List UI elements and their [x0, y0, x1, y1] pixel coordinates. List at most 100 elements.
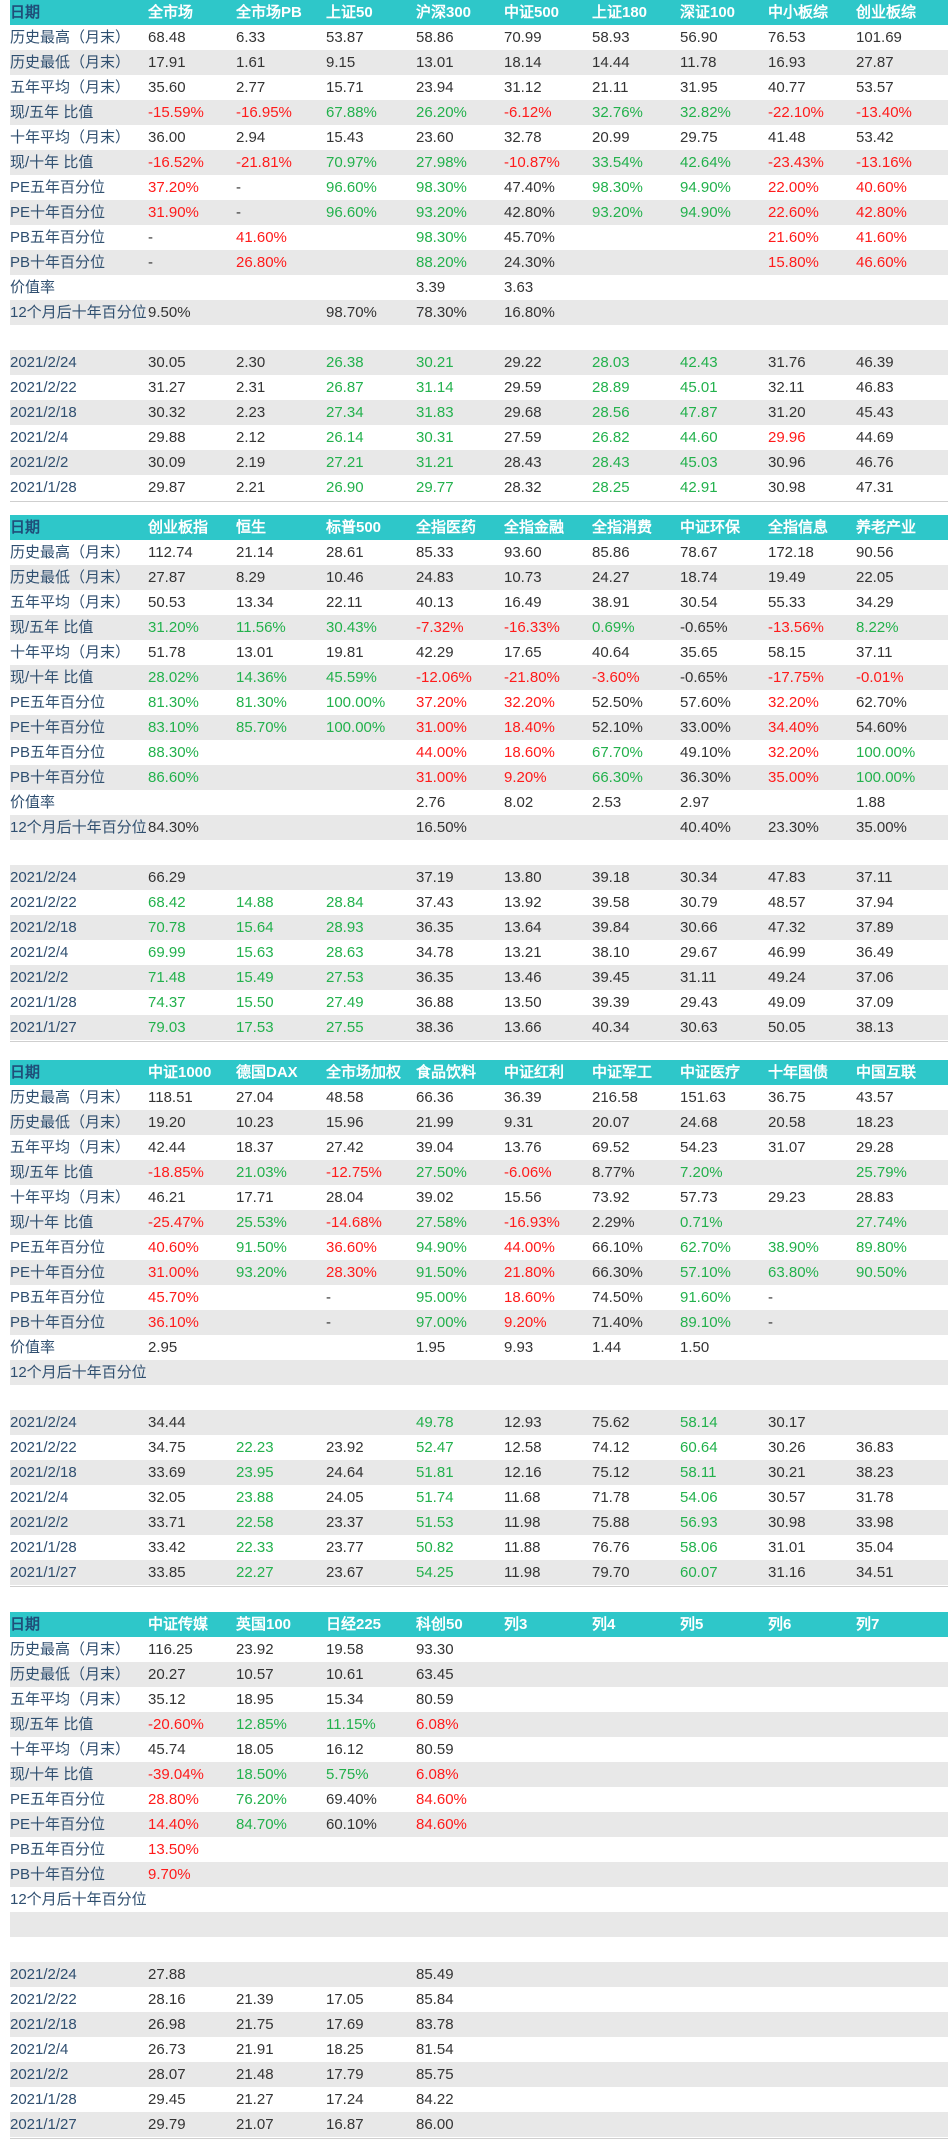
- table-cell: 36.75: [768, 1089, 806, 1106]
- table-cell: 18.37: [236, 1139, 274, 1156]
- table-cell: [680, 2037, 768, 2062]
- table-cell: 89.10%: [680, 1314, 731, 1331]
- row-label: 2021/1/28: [10, 2091, 77, 2108]
- table-cell: 88.30%: [148, 744, 199, 761]
- row-label: 2021/2/2: [10, 454, 69, 471]
- table-cell: 2.76: [416, 794, 446, 811]
- table-cell: 19.58: [326, 1641, 364, 1658]
- row-label: PE十年百分位: [10, 719, 106, 736]
- table-cell: 75.12: [592, 1464, 630, 1481]
- table-cell: [592, 1787, 680, 1812]
- table-cell: [768, 1662, 856, 1687]
- table-cell: [768, 840, 856, 865]
- table-cell: -: [148, 229, 153, 246]
- table-cell: 27.59: [504, 429, 542, 446]
- table-cell: [504, 1712, 592, 1737]
- table-cell: [592, 1687, 680, 1712]
- table-cell: -21.81%: [236, 154, 292, 171]
- row-label: 现/五年 比值: [10, 1716, 94, 1733]
- table-cell: 51.74: [416, 1489, 454, 1506]
- row-label: PE十年百分位: [10, 204, 106, 221]
- table-cell: 67.88%: [326, 104, 377, 121]
- table-cell: [768, 2012, 856, 2037]
- table-cell: -16.95%: [236, 104, 292, 121]
- table-cell: 118.51: [148, 1089, 193, 1106]
- table-cell: 58.06: [680, 1539, 718, 1556]
- table-cell: 13.76: [504, 1139, 542, 1156]
- table-cell: 42.44: [148, 1139, 186, 1156]
- table-cell: -13.40%: [856, 104, 912, 121]
- table-cell: 20.27: [148, 1666, 186, 1683]
- table-row: 价值率 3.39 3.63: [10, 275, 948, 300]
- table-cell: 58.86: [416, 29, 454, 46]
- header-cell: 深证100: [680, 4, 736, 21]
- table-cell: 39.45: [592, 969, 630, 986]
- table-cell: 40.60%: [856, 179, 907, 196]
- table-row: 历史最高（月末） 112.74 21.14 28.61 85.33 93.60 85.86 7…: [10, 540, 948, 565]
- table-cell: 9.31: [504, 1114, 534, 1131]
- table-cell: [856, 1887, 946, 1912]
- table-cell: 34.40%: [768, 719, 819, 736]
- row-label: PB十年百分位: [10, 1314, 106, 1331]
- table-cell: 32.20%: [768, 694, 819, 711]
- row-label: 历史最低（月末）: [10, 1114, 131, 1131]
- table-cell: 23.77: [326, 1539, 364, 1556]
- table-cell: [768, 1385, 856, 1410]
- table-row: 2021/2/24 30.05 2.30 26.38 30.21 29.22 28.03 42…: [10, 350, 948, 375]
- table-cell: 39.18: [592, 869, 630, 886]
- table-cell: [768, 1912, 856, 1937]
- table-cell: 17.65: [504, 644, 542, 661]
- table-cell: 28.02%: [148, 669, 199, 686]
- table-cell: 74.37: [148, 994, 186, 1011]
- table-cell: 10.73: [504, 569, 542, 586]
- table-cell: 21.48: [236, 2066, 274, 2083]
- table-cell: 45.70%: [504, 229, 555, 246]
- table-cell: 2.30: [236, 354, 266, 371]
- table-cell: 27.49: [326, 994, 364, 1011]
- table-cell: [856, 1862, 946, 1887]
- header-cell: 日期: [10, 1064, 41, 1081]
- table-cell: 36.88: [416, 994, 454, 1011]
- table-cell: [236, 790, 326, 815]
- table-cell: -7.32%: [416, 619, 464, 636]
- table-cell: 40.60%: [148, 1239, 199, 1256]
- table-cell: 15.49: [236, 969, 274, 986]
- row-label: 十年平均（月末）: [10, 1741, 131, 1758]
- table-row: 2021/1/27 33.85 22.27 23.67 54.25 11.98 79.70 6…: [10, 1560, 948, 1585]
- table-cell: 48.57: [768, 894, 806, 911]
- table-cell: 9.50%: [148, 304, 191, 321]
- table-cell: 23.60: [416, 129, 454, 146]
- table-cell: 30.43%: [326, 619, 377, 636]
- row-label: PE五年百分位: [10, 694, 106, 711]
- table-cell: 79.70: [592, 1564, 630, 1581]
- table-cell: [148, 1937, 236, 1962]
- table-cell: 85.75: [416, 2066, 454, 2083]
- table-cell: 29.75: [680, 129, 718, 146]
- table-cell: 13.92: [504, 894, 542, 911]
- row-label: PB十年百分位: [10, 254, 106, 271]
- table-cell: 20.58: [768, 1114, 806, 1131]
- table-cell: 31.07: [768, 1139, 806, 1156]
- table-cell: 112.74: [148, 544, 193, 561]
- table-cell: 35.00%: [856, 819, 907, 836]
- row-label: 2021/2/22: [10, 379, 77, 396]
- row-label: 现/十年 比值: [10, 154, 94, 171]
- table-cell: [680, 1812, 768, 1837]
- table-cell: 18.23: [856, 1114, 894, 1131]
- table-cell: 30.31: [416, 429, 454, 446]
- table-cell: [592, 1887, 680, 1912]
- table-cell: [768, 2062, 856, 2087]
- header-cell: 恒生: [236, 519, 267, 536]
- row-label: 2021/2/2: [10, 2066, 69, 2083]
- table-row: 2021/2/2 28.07 21.48 17.79 85.75: [10, 2062, 948, 2087]
- table-row: 历史最低（月末） 19.20 10.23 15.96 21.99 9.31 20.07 24.…: [10, 1110, 948, 1135]
- table-cell: [680, 300, 768, 325]
- table-cell: 49.24: [768, 969, 806, 986]
- table-cell: [680, 1637, 768, 1662]
- table-cell: -6.12%: [504, 104, 552, 121]
- table-cell: [326, 1912, 416, 1937]
- table-row: 2021/2/2 30.09 2.19 27.21 31.21 28.43 28.43 45.…: [10, 450, 948, 475]
- table-cell: [768, 1160, 856, 1185]
- table-header-row: 日期 全市场 全市场PB 上证50 沪深300 中证500 上证180 深证100 中小板综 创业…: [10, 0, 948, 25]
- row-label: 12个月后十年百分位: [10, 819, 147, 836]
